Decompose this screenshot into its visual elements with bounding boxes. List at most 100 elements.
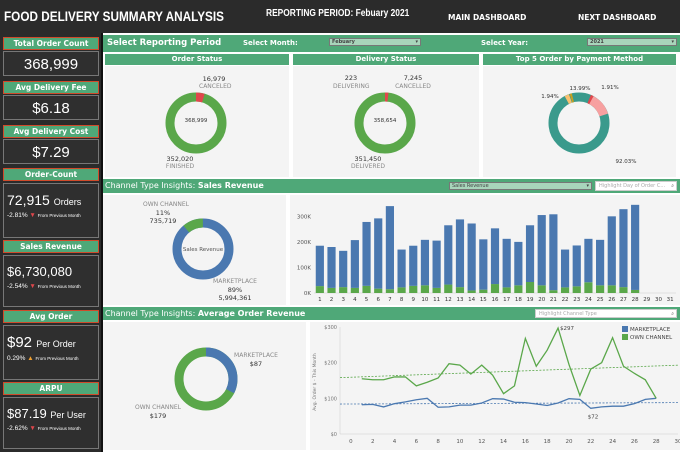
x-tick-label: 16 <box>492 297 499 303</box>
kpi-label: ARPU <box>3 382 99 395</box>
x-tick-label: 11 <box>433 297 440 303</box>
bar-own-channel <box>514 285 522 293</box>
x-tick-label: 12 <box>478 439 485 445</box>
kpi-change-label: From Previous Month <box>36 356 79 361</box>
metric-select[interactable]: Sales Revenue▾ <box>449 182 592 190</box>
kpi-unit: Orders <box>54 197 82 207</box>
x-tick-label: 23 <box>573 297 580 303</box>
x-tick-label: 26 <box>608 297 615 303</box>
metric-value: Sales Revenue <box>452 183 489 189</box>
bar-own-channel <box>374 289 382 293</box>
x-tick-label: 17 <box>503 297 510 303</box>
kpi-value: $6.18 <box>4 100 98 117</box>
bar-own-channel <box>409 286 417 293</box>
year-label: Select Year: <box>481 39 528 47</box>
down-arrow-icon: ▼ <box>29 283 35 290</box>
bar-own-channel <box>327 288 335 293</box>
kpi-value: $87.19 <box>7 406 47 421</box>
chevron-down-icon: ▾ <box>415 39 418 46</box>
x-tick-label: 12 <box>445 297 452 303</box>
kpi-total-order-count: 368,999 <box>3 51 99 76</box>
x-tick-label: 28 <box>653 439 660 445</box>
highlight-day-search[interactable]: Highlight Day of Order C...⌕ <box>595 181 677 191</box>
bar-marketplace <box>573 245 581 286</box>
y-tick-label: 0K <box>304 291 311 297</box>
x-tick-label: 2 <box>371 439 375 445</box>
payment-pct: 92.03% <box>611 159 641 165</box>
kpi-unit: Per User <box>50 410 86 420</box>
y-tick-label: $200 <box>324 361 337 367</box>
x-tick-label: 26 <box>631 439 638 445</box>
chevron-down-icon: ▾ <box>671 39 674 46</box>
delivery-status-panel: 358,654 223 DELIVERING 7,245 CANCELLED 3… <box>293 66 479 177</box>
bar-marketplace <box>631 205 639 290</box>
finished-label: FINISHED <box>165 163 195 170</box>
donut-center-value: 368,999 <box>180 118 212 124</box>
bar-marketplace <box>503 239 511 288</box>
kpi-value: $7.29 <box>4 144 98 161</box>
marketplace-label: MARKETPLACE <box>231 352 281 359</box>
month-select[interactable]: Febuary▾ <box>329 38 421 46</box>
bar-marketplace <box>433 241 441 288</box>
down-arrow-icon: ▼ <box>29 425 35 432</box>
bar-marketplace <box>538 215 546 285</box>
marketplace-pct: 89% <box>213 286 257 294</box>
kpi-label: Avg Delivery Cost <box>3 125 99 138</box>
donut-center-label: Sales Revenue <box>181 247 225 253</box>
year-select[interactable]: 2021▾ <box>587 38 677 46</box>
order-status-panel: 368,999 16,979 CANCELED 352,020 FINISHED <box>105 66 289 177</box>
x-tick-label: 10 <box>456 439 463 445</box>
kpi-change: 0.29% <box>7 355 25 362</box>
bar-own-channel <box>316 286 324 293</box>
x-tick-label: 2 <box>330 297 334 303</box>
x-tick-label: 29 <box>643 297 650 303</box>
section-title-bold: Average Order Revenue <box>198 309 306 318</box>
section-title-prefix: Channel Type Insights: <box>105 181 198 190</box>
bar-own-channel <box>503 287 511 293</box>
x-tick-label: 8 <box>400 297 404 303</box>
order-status-title: Order Status <box>105 54 289 65</box>
next-dashboard-link[interactable]: NEXT DASHBOARD <box>578 13 656 22</box>
bar-own-channel <box>339 287 347 293</box>
bar-own-channel <box>584 282 592 293</box>
bar-marketplace <box>526 225 534 282</box>
bar-marketplace <box>619 209 627 287</box>
filter-bar: Select Reporting Period Select Month: Fe… <box>103 35 680 52</box>
main-dashboard-link[interactable]: MAIN DASHBOARD <box>448 13 526 22</box>
series-line-own-channel <box>362 328 656 398</box>
payment-title: Top 5 Order by Payment Method <box>483 54 676 65</box>
x-tick-label: 21 <box>550 297 557 303</box>
kpi-value: 368,999 <box>4 56 98 73</box>
search-icon: ⌕ <box>671 182 674 191</box>
highlight-channel-search[interactable]: Highlight Channel Type⌕ <box>535 309 677 318</box>
kpi-order-count: 72,915 Orders -2.81% ▼ From Previous Mon… <box>3 183 99 238</box>
x-tick-label: 14 <box>468 297 475 303</box>
y-tick-label: $100 <box>324 396 337 402</box>
bar-marketplace <box>468 223 476 290</box>
kpi-avg-delivery-cost: $7.29 <box>3 139 99 164</box>
legend-swatch <box>622 334 628 340</box>
bar-own-channel <box>362 286 370 293</box>
payment-pct: 13.99% <box>565 86 595 92</box>
x-tick-label: 20 <box>538 297 545 303</box>
cancelled-value: 7,245 <box>395 74 431 82</box>
bar-own-channel <box>549 290 557 293</box>
bar-own-channel <box>386 289 394 293</box>
kpi-change: -2.54% <box>7 283 28 290</box>
bar-marketplace <box>479 239 487 289</box>
bar-marketplace <box>397 250 405 288</box>
y-axis-label: Avg. Order $ - This Month <box>312 353 318 411</box>
x-tick-label: 24 <box>609 439 616 445</box>
header: FOOD DELIVERY SUMMARY ANALYSIS REPORTING… <box>0 0 680 33</box>
kpi-change: -2.62% <box>7 425 28 432</box>
x-tick-label: 14 <box>500 439 507 445</box>
x-tick-label: 25 <box>597 297 604 303</box>
y-tick-label: 100K <box>297 265 311 271</box>
bar-marketplace <box>386 206 394 289</box>
kpi-change-label: From Previous Month <box>38 213 81 218</box>
kpi-change-label: From Previous Month <box>38 426 81 431</box>
delivered-label: DELIVERED <box>351 163 385 170</box>
search-icon: ⌕ <box>671 310 674 318</box>
bar-own-channel <box>608 285 616 293</box>
